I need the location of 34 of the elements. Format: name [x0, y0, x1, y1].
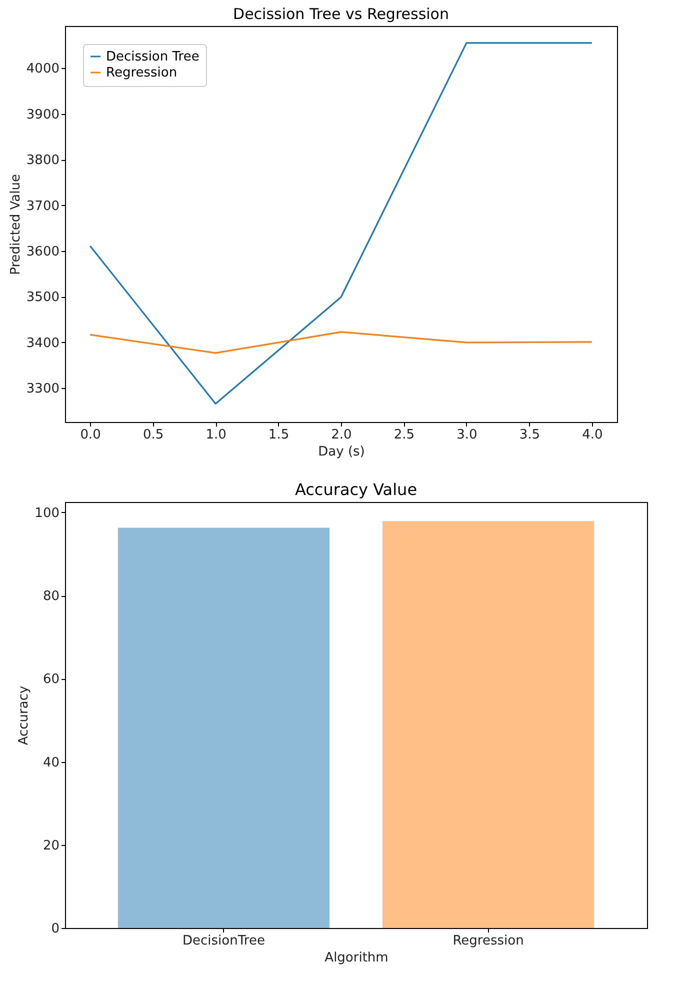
- y-tick-label: 3700: [26, 198, 60, 214]
- y-tick-label: 100: [34, 506, 60, 521]
- y-tick-label: 3500: [26, 290, 60, 306]
- legend-label: Regression: [106, 66, 178, 80]
- x-axis-title: Algorithm: [324, 950, 388, 966]
- chart-title: Accuracy Value: [294, 480, 418, 499]
- y-tick-label: 20: [42, 838, 60, 854]
- y-axis-title: Predicted Value: [8, 174, 24, 275]
- chart-title: Decission Tree vs Regression: [233, 5, 449, 23]
- x-tick-label: 1.5: [268, 428, 290, 442]
- y-tick-label: 80: [42, 589, 60, 604]
- y-tick-label: 3600: [26, 244, 60, 260]
- x-tick-label: 2.0: [331, 428, 352, 442]
- x-tick-label: 0.5: [142, 428, 164, 442]
- x-tick-label: 0.0: [80, 428, 101, 442]
- y-tick-label: 4000: [26, 62, 60, 77]
- line-series: [89, 42, 593, 405]
- y-tick-label: 40: [42, 755, 60, 770]
- y-tick-label: 0: [51, 922, 60, 936]
- x-tick-label: 3.0: [456, 428, 478, 442]
- x-axis-title: Day (s): [318, 444, 365, 460]
- y-tick-label: 60: [42, 672, 60, 688]
- x-tick-label: 3.5: [519, 428, 540, 442]
- x-tick-label: 4.0: [582, 428, 603, 442]
- legend-label: Decission Tree: [106, 50, 200, 64]
- y-tick-label: 3300: [26, 382, 60, 397]
- x-tick-label: 1.0: [206, 428, 226, 442]
- line-series: [89, 331, 593, 354]
- x-tick-label: 2.5: [394, 428, 415, 442]
- x-tick-label: DecisionTree: [182, 934, 265, 948]
- y-axis-title: Accuracy: [16, 686, 32, 746]
- y-tick-label: 3800: [26, 153, 60, 168]
- y-tick-label: 3400: [26, 336, 60, 351]
- y-tick-label: 3900: [26, 107, 60, 122]
